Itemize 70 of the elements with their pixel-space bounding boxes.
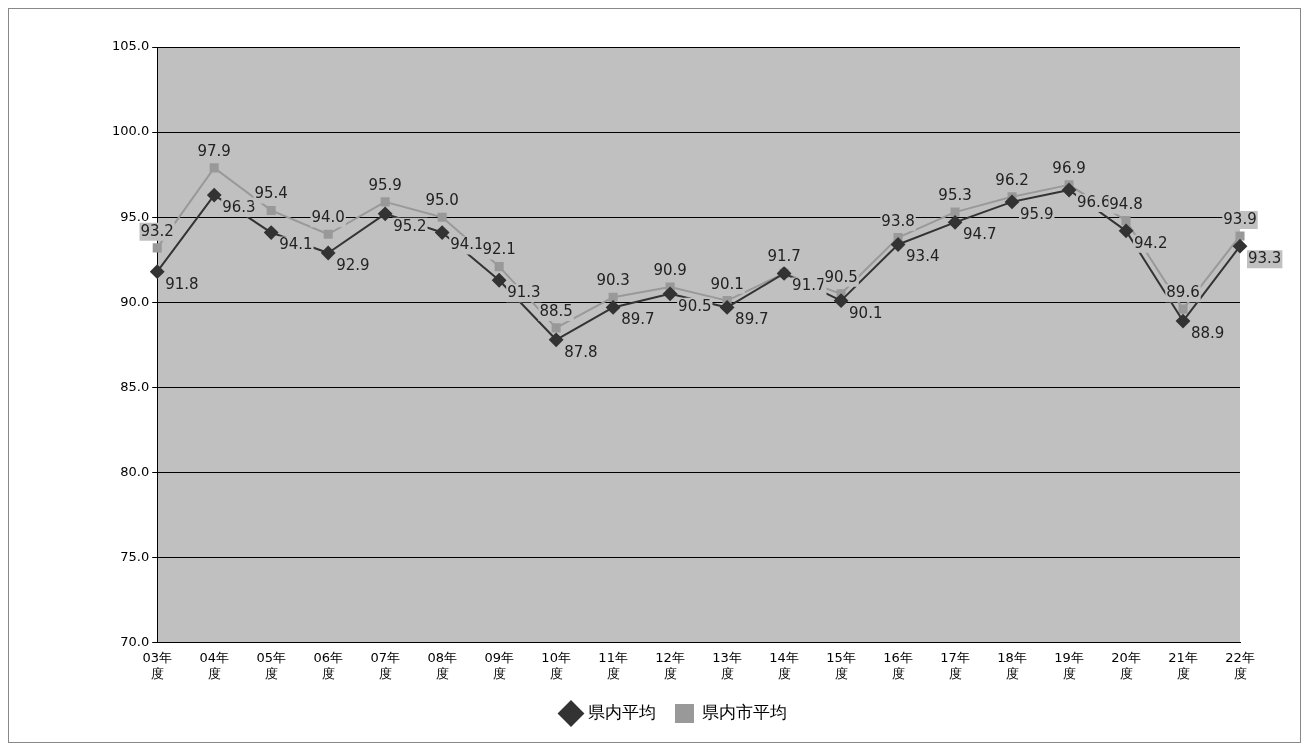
data-label: 89.7 xyxy=(735,310,769,329)
x-tick-label: 08年度 xyxy=(427,649,457,681)
data-label: 90.1 xyxy=(849,303,883,322)
x-tick-label: 03年度 xyxy=(142,649,172,681)
x-tick-label: 22年度 xyxy=(1225,649,1255,681)
x-tick-label: 06年度 xyxy=(313,649,343,681)
data-label: 93.2 xyxy=(140,221,174,240)
data-label: 91.8 xyxy=(165,274,199,293)
x-tick-label: 16年度 xyxy=(883,649,913,681)
y-tick-label: 75.0 xyxy=(120,549,150,565)
x-tick-label: 19年度 xyxy=(1054,649,1084,681)
data-label: 90.5 xyxy=(678,296,712,315)
data-label: 95.9 xyxy=(1020,204,1054,223)
x-tick-label: 12年度 xyxy=(655,649,685,681)
data-label: 93.3 xyxy=(1248,249,1282,268)
x-tick-label: 05年度 xyxy=(256,649,286,681)
data-label: 94.8 xyxy=(1109,194,1143,213)
x-tick-label: 17年度 xyxy=(940,649,970,681)
data-label: 91.7 xyxy=(767,247,801,266)
data-label: 94.0 xyxy=(311,208,345,227)
data-label: 87.8 xyxy=(564,342,598,361)
data-label: 95.9 xyxy=(368,175,402,194)
data-label: 95.4 xyxy=(254,184,288,203)
data-label: 93.4 xyxy=(906,247,940,266)
data-label: 94.1 xyxy=(279,235,313,254)
x-tick-label: 04年度 xyxy=(199,649,229,681)
y-tick-label: 80.0 xyxy=(120,463,150,479)
x-tick-label: 13年度 xyxy=(712,649,742,681)
data-label: 91.7 xyxy=(792,276,826,295)
data-label: 96.6 xyxy=(1077,192,1111,211)
data-label: 94.1 xyxy=(450,235,484,254)
x-tick-label: 11年度 xyxy=(598,649,628,681)
x-tick-label: 10年度 xyxy=(541,649,571,681)
data-label: 94.7 xyxy=(963,225,997,244)
x-tick-label: 07年度 xyxy=(370,649,400,681)
data-label: 90.5 xyxy=(824,267,858,286)
data-label: 88.9 xyxy=(1191,323,1225,342)
x-tick-label: 09年度 xyxy=(484,649,514,681)
data-label: 95.2 xyxy=(393,216,427,235)
x-tick-label: 15年度 xyxy=(826,649,856,681)
y-tick-label: 90.0 xyxy=(120,293,150,309)
data-label: 94.2 xyxy=(1134,233,1168,252)
x-tick-label: 14年度 xyxy=(769,649,799,681)
data-label: 95.3 xyxy=(938,186,972,205)
data-label: 95.0 xyxy=(425,191,459,210)
data-label: 96.3 xyxy=(222,197,256,216)
data-label: 89.6 xyxy=(1166,283,1200,302)
y-tick-label: 85.0 xyxy=(120,378,150,394)
data-label: 96.2 xyxy=(995,170,1029,189)
data-label: 90.1 xyxy=(710,274,744,293)
data-label: 90.3 xyxy=(596,271,630,290)
legend-label: 県内市平均 xyxy=(701,701,787,722)
data-label: 93.9 xyxy=(1223,209,1257,228)
y-tick-label: 95.0 xyxy=(120,208,150,224)
data-label: 90.9 xyxy=(653,260,687,279)
data-label: 92.9 xyxy=(336,255,370,274)
data-label: 88.5 xyxy=(539,301,573,320)
y-tick-label: 100.0 xyxy=(112,123,150,139)
legend-label: 県内平均 xyxy=(588,701,656,722)
data-label: 91.3 xyxy=(507,283,541,302)
data-label: 89.7 xyxy=(621,310,655,329)
data-label: 93.8 xyxy=(881,211,915,230)
data-label: 92.1 xyxy=(482,240,516,259)
data-label: 97.9 xyxy=(197,141,231,160)
x-tick-label: 18年度 xyxy=(997,649,1027,681)
x-tick-label: 21年度 xyxy=(1168,649,1198,681)
y-tick-label: 105.0 xyxy=(112,38,150,54)
x-tick-label: 20年度 xyxy=(1111,649,1141,681)
y-tick-label: 70.0 xyxy=(120,634,150,650)
data-label: 96.9 xyxy=(1052,158,1086,177)
